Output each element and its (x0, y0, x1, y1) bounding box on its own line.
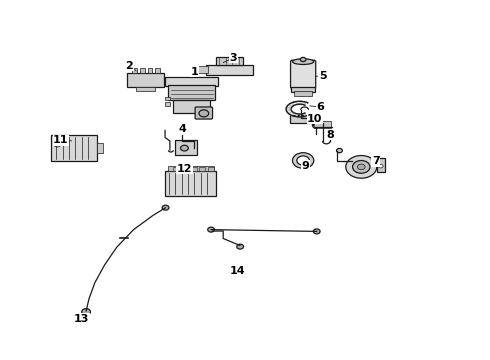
Text: 11: 11 (53, 135, 69, 145)
Circle shape (297, 156, 309, 165)
FancyBboxPatch shape (165, 171, 216, 195)
Circle shape (208, 227, 215, 232)
FancyBboxPatch shape (98, 143, 103, 153)
FancyBboxPatch shape (182, 167, 188, 171)
Text: 13: 13 (74, 314, 89, 324)
Circle shape (313, 229, 320, 234)
Circle shape (293, 153, 314, 168)
FancyBboxPatch shape (173, 167, 179, 171)
Circle shape (237, 244, 244, 249)
Text: 4: 4 (178, 124, 186, 134)
FancyBboxPatch shape (147, 68, 152, 73)
FancyBboxPatch shape (165, 102, 170, 105)
FancyBboxPatch shape (51, 135, 98, 161)
FancyBboxPatch shape (169, 85, 215, 100)
FancyBboxPatch shape (377, 158, 386, 172)
Circle shape (300, 57, 306, 62)
FancyBboxPatch shape (290, 116, 309, 123)
Text: 5: 5 (318, 71, 326, 81)
FancyBboxPatch shape (208, 167, 214, 171)
Circle shape (352, 161, 370, 173)
Text: 6: 6 (317, 102, 324, 112)
FancyBboxPatch shape (165, 97, 170, 100)
FancyBboxPatch shape (173, 100, 210, 113)
Text: 3: 3 (229, 53, 237, 63)
Text: 7: 7 (372, 156, 380, 166)
FancyBboxPatch shape (294, 91, 312, 96)
Text: 12: 12 (177, 164, 192, 174)
FancyBboxPatch shape (140, 68, 145, 73)
FancyBboxPatch shape (175, 140, 196, 155)
Circle shape (346, 156, 377, 178)
Circle shape (82, 309, 91, 315)
FancyBboxPatch shape (314, 121, 331, 127)
FancyBboxPatch shape (206, 65, 253, 76)
FancyBboxPatch shape (132, 68, 137, 73)
FancyBboxPatch shape (291, 60, 316, 89)
Circle shape (162, 205, 169, 210)
FancyBboxPatch shape (127, 73, 164, 87)
Circle shape (199, 110, 209, 117)
FancyBboxPatch shape (291, 87, 315, 92)
FancyBboxPatch shape (165, 77, 219, 86)
Text: 9: 9 (301, 161, 309, 171)
Circle shape (357, 164, 365, 170)
Text: 8: 8 (326, 130, 334, 140)
FancyBboxPatch shape (199, 167, 205, 171)
Text: 14: 14 (229, 266, 245, 276)
FancyBboxPatch shape (136, 87, 155, 91)
Text: 10: 10 (307, 114, 322, 124)
FancyBboxPatch shape (198, 66, 208, 73)
FancyBboxPatch shape (191, 167, 196, 171)
FancyBboxPatch shape (155, 68, 160, 73)
Circle shape (54, 142, 61, 147)
Circle shape (181, 145, 188, 151)
FancyBboxPatch shape (168, 166, 214, 171)
FancyBboxPatch shape (195, 107, 213, 119)
Ellipse shape (293, 59, 314, 64)
Text: 1: 1 (191, 67, 198, 77)
FancyBboxPatch shape (216, 57, 243, 65)
Circle shape (378, 165, 383, 168)
Text: 2: 2 (125, 61, 133, 71)
Circle shape (337, 148, 343, 153)
